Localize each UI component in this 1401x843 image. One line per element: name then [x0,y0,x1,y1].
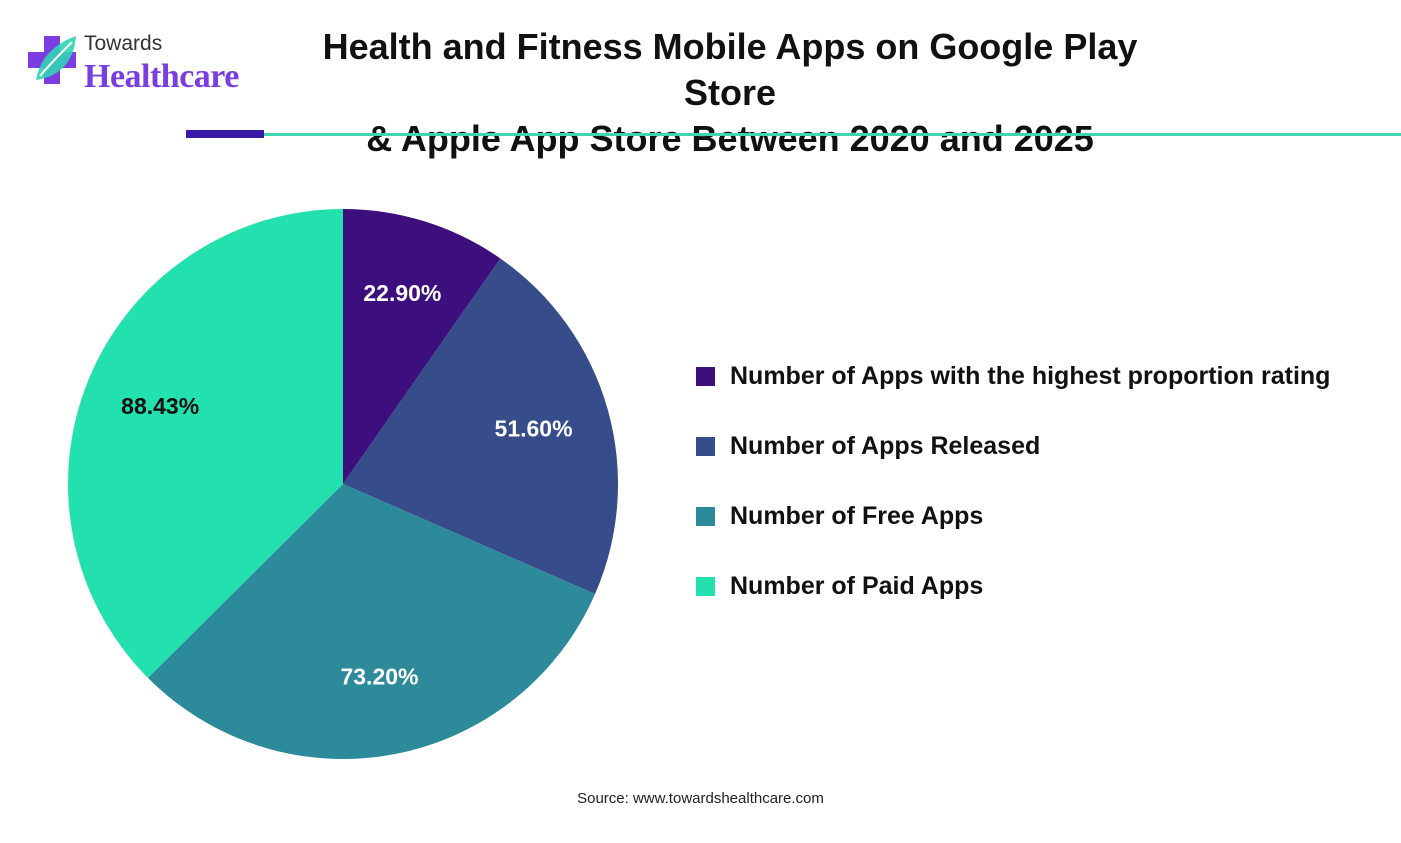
brand-name-bottom: Healthcare [84,58,239,95]
pie-slice-number-of-apps-with-the-highest-proportion-rating [343,209,501,484]
title-accent-bar [186,130,264,138]
legend-swatch [696,577,715,596]
legend-label: Number of Apps Released [730,432,1041,460]
legend-swatch [696,437,715,456]
legend-label: Number of Free Apps [730,502,984,530]
title-divider-line [264,133,1401,136]
chart-title-line-2: & Apple App Store Between 2020 and 2025 [366,118,1094,159]
pie-slice-number-of-free-apps [147,484,596,760]
pie-slice-number-of-paid-apps [67,209,343,678]
legend-swatch [696,367,715,386]
chart-title: Health and Fitness Mobile Apps on Google… [300,24,1160,162]
brand-name-top: Towards [84,32,163,55]
slice-data-label: 51.60% [495,415,573,441]
slice-data-label: 88.43% [121,393,199,419]
chart-title-line-1: Health and Fitness Mobile Apps on Google… [322,26,1138,113]
legend-label: Number of Apps with the highest proporti… [730,362,1331,390]
legend-swatch [696,507,715,526]
medical-cross-leaf-icon [28,36,76,84]
source-note: Source: www.towardshealthcare.com [577,790,824,807]
brand-logo: Towards Healthcare [26,28,266,98]
legend-label: Number of Paid Apps [730,572,984,600]
pie-slice-number-of-apps-released [343,258,618,595]
slice-data-label: 73.20% [340,664,418,690]
slice-data-label: 22.90% [363,280,441,306]
pie-chart: 22.90% 51.60% 73.20% 88.43% [67,209,618,760]
